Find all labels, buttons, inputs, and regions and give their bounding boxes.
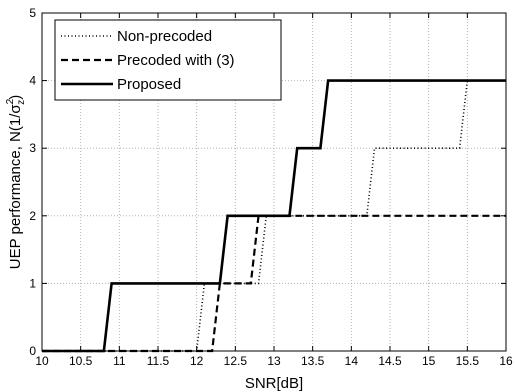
y-tick-label: 2 [29, 209, 36, 223]
x-tick-label: 12.5 [224, 354, 248, 368]
y-tick-label: 4 [29, 74, 36, 88]
y-axis-label: UEP performance, N(1/σ2z) [5, 95, 27, 269]
y-tick-label: 1 [29, 276, 36, 290]
y-axis-label-subscript: z [16, 100, 27, 105]
y-axis-label-sigma: σ [7, 104, 24, 114]
y-axis-label-close: ) [7, 95, 24, 100]
x-tick-label: 13.5 [301, 354, 325, 368]
x-tick-label: 12 [190, 354, 204, 368]
legend-label: Proposed [117, 76, 181, 93]
x-tick-label: 10.5 [69, 354, 93, 368]
y-tick-label: 0 [29, 344, 36, 358]
x-tick-label: 11.5 [147, 354, 170, 368]
x-tick-label: 16 [499, 354, 513, 368]
legend: Non-precoded Precoded with (3) Proposed [54, 19, 282, 101]
x-tick-label: 11 [113, 354, 126, 368]
x-axis-label: SNR[dB] [245, 375, 303, 392]
y-tick-label: 5 [29, 6, 36, 20]
x-tick-label: 15 [422, 354, 436, 368]
legend-label: Non-precoded [117, 28, 212, 45]
x-tick-label: 10 [35, 354, 49, 368]
series-lines [42, 79, 506, 353]
y-axis-label-main: UEP performance, N(1/ [7, 113, 24, 269]
series-line-solid [42, 79, 506, 353]
y-axis-label-superscript: 2 [5, 98, 16, 104]
legend-box [54, 19, 282, 101]
series-line-dashed [42, 214, 506, 353]
x-tick-label: 14.5 [378, 354, 402, 368]
axis-ticks: 10 10.5 11 11.5 12 12.5 13 13.5 14 14.5 15 15.5 1601… [29, 6, 513, 368]
legend-label: Precoded with (3) [117, 52, 235, 69]
y-tick-label: 3 [29, 141, 36, 155]
x-tick-label: 15.5 [456, 354, 480, 368]
x-tick-label: 13 [267, 354, 281, 368]
x-tick-label: 14 [345, 354, 359, 368]
